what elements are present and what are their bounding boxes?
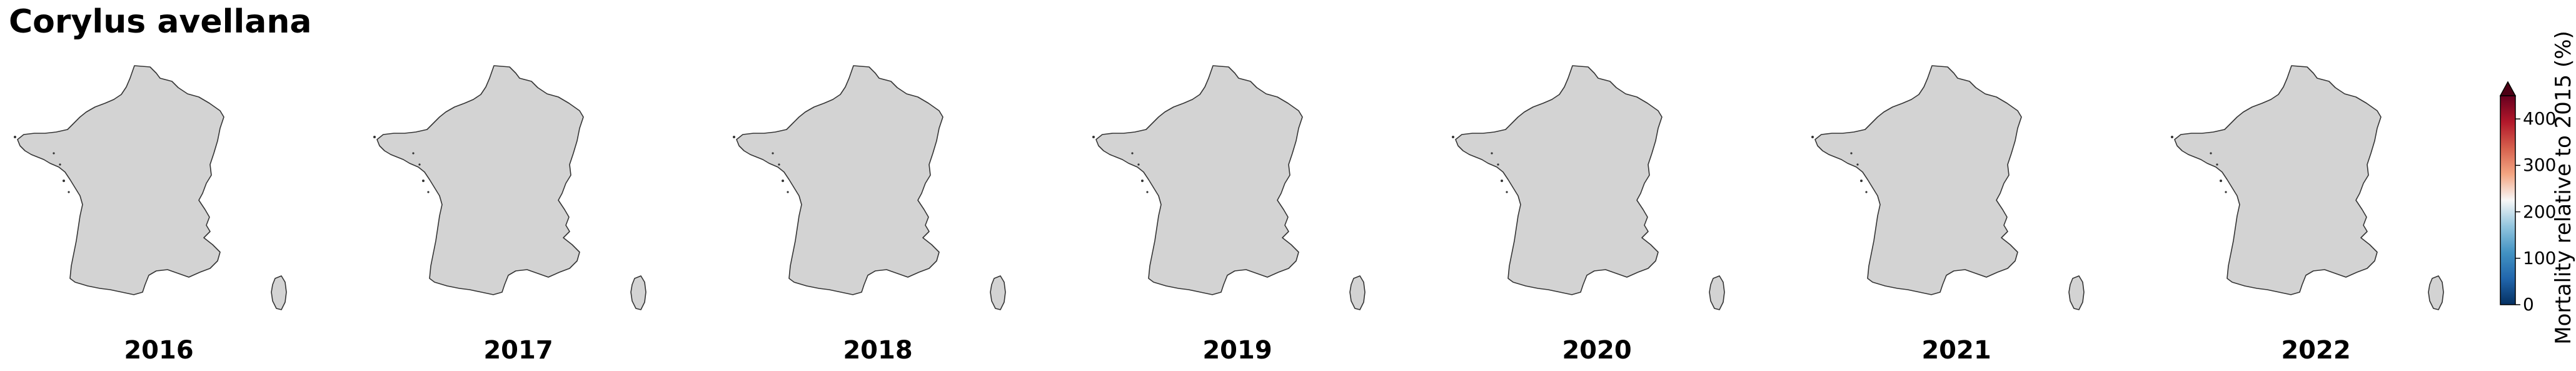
colorbar-bar xyxy=(2500,95,2516,305)
map-panel-2018 xyxy=(719,59,1032,322)
colorbar-tick-label: 100 xyxy=(2523,247,2557,268)
year-label-2020: 2020 xyxy=(1562,336,1632,365)
colorbar-ticks xyxy=(2515,118,2520,305)
colorbar-extend-arrow xyxy=(2499,81,2517,96)
france-map xyxy=(1811,65,2085,310)
france-map xyxy=(13,65,287,310)
france-map xyxy=(732,65,1006,310)
france-map xyxy=(1451,65,1725,310)
colorbar-tick-label: 400 xyxy=(2523,108,2557,130)
year-label-2016: 2016 xyxy=(124,336,194,365)
colorbar-title: Mortality relative to 2015 (%) xyxy=(2551,31,2576,345)
map-panel-2021 xyxy=(1798,59,2110,322)
colorbar-graphic xyxy=(2499,81,2520,305)
map-panel-2019 xyxy=(1079,59,1391,322)
colorbar-tick-label: 200 xyxy=(2523,201,2557,222)
year-label-2017: 2017 xyxy=(483,336,553,365)
map-panel-2022 xyxy=(2157,59,2470,322)
map-panel-2020 xyxy=(1438,59,1751,322)
colorbar: 0 100 200 300 400 xyxy=(2491,0,2576,371)
france-map xyxy=(373,65,647,310)
year-label-2018: 2018 xyxy=(843,336,913,365)
year-label-2021: 2021 xyxy=(1921,336,1991,365)
france-map xyxy=(1092,65,1366,310)
map-panel-2017 xyxy=(360,59,672,322)
map-panel-2016 xyxy=(0,59,313,322)
france-map xyxy=(2170,65,2444,310)
figure-title: Corylus avellana xyxy=(9,3,312,41)
colorbar-tick-label: 0 xyxy=(2523,294,2534,315)
colorbar-tick-label: 300 xyxy=(2523,155,2557,176)
year-label-2019: 2019 xyxy=(1202,336,1272,365)
year-label-2022: 2022 xyxy=(2281,336,2351,365)
